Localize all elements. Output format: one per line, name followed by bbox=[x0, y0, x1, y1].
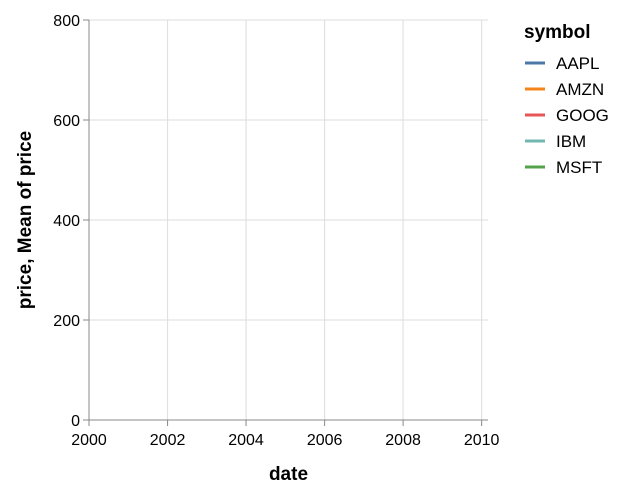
x-tick-label: 2002 bbox=[150, 432, 186, 449]
legend-label-goog: GOOG bbox=[556, 106, 609, 125]
axes: 0 200 400 600 800 2000 2002 2004 2006 2008 2010 bbox=[53, 13, 499, 449]
y-tick-label: 600 bbox=[53, 113, 80, 130]
grid-lines bbox=[88, 19, 488, 420]
x-tick-label: 2008 bbox=[385, 432, 421, 449]
legend-label-amzn: AMZN bbox=[556, 80, 604, 99]
legend-label-aapl: AAPL bbox=[556, 54, 599, 73]
x-tick-label: 2000 bbox=[71, 432, 107, 449]
y-tick-label: 200 bbox=[53, 313, 80, 330]
y-tick-label: 0 bbox=[71, 413, 80, 430]
legend: symbol AAPL AMZN GOOG IBM MSFT bbox=[524, 22, 609, 177]
x-tick-label: 2006 bbox=[307, 432, 343, 449]
legend-title: symbol bbox=[524, 22, 591, 43]
x-tick-label: 2010 bbox=[464, 432, 500, 449]
x-tick-label: 2004 bbox=[228, 432, 264, 449]
y-tick-label: 800 bbox=[53, 13, 80, 30]
legend-label-ibm: IBM bbox=[556, 132, 586, 151]
y-axis-title: price, Mean of price bbox=[15, 131, 36, 309]
legend-label-msft: MSFT bbox=[556, 158, 602, 177]
y-tick-label: 400 bbox=[53, 213, 80, 230]
x-axis-title: date bbox=[269, 464, 308, 485]
